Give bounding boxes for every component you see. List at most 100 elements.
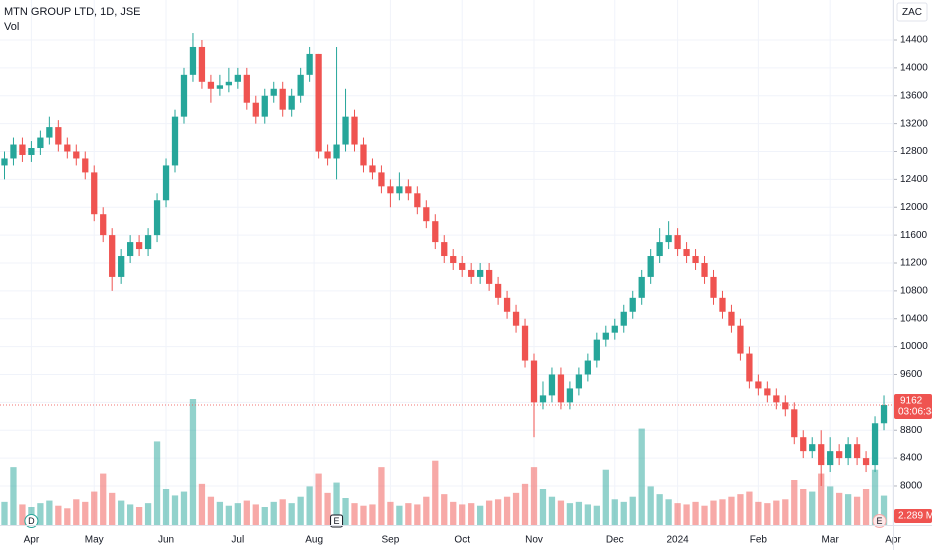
volume-bar [378, 467, 385, 525]
volume-bar [782, 499, 789, 525]
volume-bar [243, 500, 250, 525]
candle-body [378, 172, 385, 187]
volume-bar [144, 503, 152, 525]
candle-body [10, 144, 17, 159]
currency[interactable]: ZAC [902, 7, 922, 18]
volume-bar [396, 505, 403, 525]
candle-body [441, 242, 448, 257]
volume-bar [126, 504, 134, 525]
candle-body [126, 242, 134, 257]
volume-bar [836, 492, 843, 525]
candle-body [19, 144, 26, 155]
volume-bar [180, 491, 188, 525]
candle-body [459, 262, 466, 270]
grid [0, 0, 894, 525]
y-tick-label: 10400 [900, 313, 928, 324]
volume-bar [189, 399, 197, 525]
event-label: E [877, 516, 883, 526]
volume-bar [584, 504, 591, 525]
volume-bar [279, 499, 286, 525]
candle-body [387, 186, 394, 194]
volume-bar [827, 486, 834, 525]
volume-bar [324, 492, 331, 525]
candle-body [153, 200, 161, 236]
candle-body [719, 297, 726, 312]
volume-bar [692, 501, 699, 525]
volume-bar [19, 504, 26, 525]
candle-body [270, 88, 277, 96]
volume-bar [647, 486, 654, 525]
volume-bar [468, 503, 475, 525]
candle-body [225, 81, 233, 86]
volume-label: 2.289 M [898, 511, 932, 522]
volume-bar [37, 503, 44, 525]
candle-body [46, 127, 53, 138]
candle-body [405, 186, 412, 194]
candles [1, 33, 888, 486]
candle-body [118, 256, 125, 277]
volume-bar [333, 482, 340, 525]
volume-bar [82, 501, 89, 525]
candle-body [593, 339, 600, 361]
y-tick-label: 12000 [900, 202, 928, 213]
volume-bar [844, 494, 852, 525]
volume-bar [234, 503, 241, 525]
candle-body [710, 276, 717, 298]
volume-bar [198, 483, 206, 525]
volume-bar [459, 504, 466, 525]
candle-body [836, 451, 843, 459]
x-tick-label: Dec [606, 535, 624, 546]
overlay: 8000840088009200960010000104001080011200… [0, 35, 932, 546]
volume-bar [171, 495, 179, 525]
candle-body [566, 388, 574, 403]
volume-bar [737, 494, 744, 525]
volume-bar [683, 504, 690, 525]
volume-bar [207, 496, 215, 525]
x-tick-label: Sep [382, 535, 400, 546]
volume-bar [387, 501, 394, 525]
candle-body [656, 242, 663, 257]
volume-bar [809, 491, 816, 525]
candle-body [333, 144, 340, 159]
volume-bar [575, 501, 583, 525]
candle-body [584, 360, 591, 375]
candle-body [755, 381, 762, 389]
volume-bar [539, 489, 547, 525]
x-tick-label: May [85, 535, 104, 546]
volume-bar [728, 496, 735, 525]
last-price-label: 9162 [900, 396, 923, 407]
event-marker [330, 514, 344, 528]
volume-bar [216, 501, 224, 525]
y-tick-label: 13600 [900, 90, 928, 101]
candle-body [207, 81, 215, 89]
volume-bar [118, 500, 125, 525]
last-price-box [894, 394, 932, 420]
x-tick-label: Mar [822, 535, 840, 546]
candle-body [818, 444, 825, 466]
candle-body [414, 193, 421, 208]
volume-bar [360, 505, 367, 525]
candle-body [800, 437, 807, 452]
volume-bar [423, 496, 430, 525]
candle-body [288, 95, 295, 110]
y-tick-label: 8400 [900, 453, 923, 464]
candle-body [862, 458, 870, 466]
volume-bar [1, 501, 8, 525]
volume-bar [521, 483, 529, 525]
volume-bar [55, 505, 62, 525]
volume-bar [100, 473, 107, 525]
currency-box[interactable] [896, 2, 928, 22]
volume-bar [611, 499, 618, 525]
candle-body [37, 137, 44, 149]
candle-body [728, 311, 735, 326]
candle-body [674, 235, 681, 250]
candle-body [629, 297, 636, 312]
volume-bar [306, 486, 313, 525]
candle-body [611, 325, 618, 333]
candle-body [782, 402, 789, 410]
candle-body [746, 353, 753, 382]
volume-bar [638, 428, 645, 525]
x-tick-label: Aug [305, 535, 323, 546]
volume-bar [109, 492, 116, 525]
